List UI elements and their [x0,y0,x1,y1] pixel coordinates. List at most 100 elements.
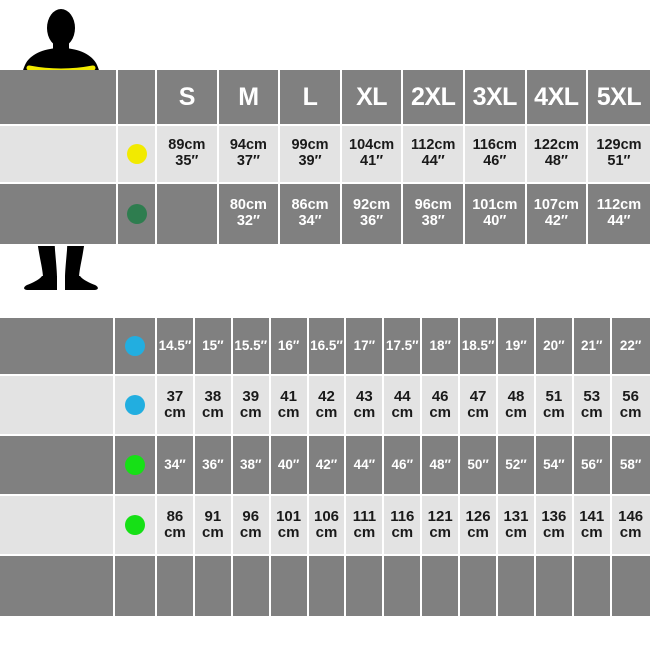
illustration-column-cell [0,126,118,184]
value-number: 111 [352,507,377,525]
value-unit: cm [239,524,262,541]
value-number: 44 [393,387,411,405]
illustration-column-cell [0,184,118,246]
chest-cm-cell-4: 101 cm [270,496,309,556]
chest-cm-marker [125,515,145,535]
value-unit: cm [391,524,414,541]
collar-cm-cell-6: 43 cm [346,376,385,436]
value-number: 39 [242,387,260,405]
waist-cell-s [157,184,219,246]
chest-inches-cell-8: 48″ [422,436,461,496]
blank-cell [194,556,233,618]
value-cm: 112cm [410,137,456,154]
value-inches: 38″ [239,456,262,472]
value-cm: 80cm [229,197,267,214]
chest-cm-cell-2: 91 cm [194,496,233,556]
chest-marker-dot [126,144,147,164]
illustration-column-cell [0,556,115,618]
value-unit: cm [315,524,338,541]
value-inches: 54″ [543,456,565,472]
size-header-5xl: 5XL [588,70,650,126]
chest-inches-cell-13: 58″ [611,436,650,496]
value-inches: 50″ [467,456,489,472]
value-unit: cm [277,524,300,541]
value-inches: 42″ [315,456,338,472]
value-unit: cm [391,404,414,421]
value-number: 38 [204,387,222,405]
value-in: 36″ [360,213,384,229]
collar-inches-cell-11: 20″ [535,318,574,376]
chest-inches-cell-3: 38″ [232,436,271,496]
waist-marker-dot [126,204,147,224]
collar-cm-cell-10: 48 cm [498,376,536,436]
waist-cell-xl: 92cm 36″ [341,184,404,246]
value-in: 42″ [544,213,568,229]
blank-cell [232,556,271,618]
value-unit: cm [505,404,527,421]
value-inches: 36″ [202,456,224,472]
waist-cell-2xl: 96cm 38″ [403,184,465,246]
value-inches: 18.5″ [461,337,495,353]
value-cm: 112cm [596,197,642,214]
value-cm: 96cm [414,197,452,214]
value-unit: cm [619,524,642,541]
value-number: 126 [465,507,491,525]
table-row: S M L XL 2XL 3XL 4XL 5XL [0,70,650,126]
table-row: 37 cm 38 cm 39 cm 41 cm 42 cm 43 cm 44 cm 46 cm 47 cm 48 cm… [0,376,650,436]
value-in: 38″ [421,213,445,229]
chest-cell-l: 99cm 39″ [280,126,342,184]
value-number: 106 [313,507,340,525]
value-inches: 16.5″ [310,337,343,353]
chest-cm-cell-11: 136 cm [535,496,574,556]
value-number: 47 [469,387,487,405]
value-in: 35″ [175,153,199,169]
value-in: 34″ [298,213,322,229]
value-cm: 94cm [229,137,267,154]
collar-inches-cell-10: 19″ [498,318,536,376]
illustration-column-cell [0,496,115,556]
size-header-3xl: 3XL [464,70,527,126]
collar-cm-cell-1: 37 cm [157,376,195,436]
value-in: 44″ [421,153,445,169]
size-header-m: M [218,70,281,126]
collar-inches-cell-5: 16.5″ [308,318,347,376]
value-inches: 15″ [202,337,224,353]
blank-cell [535,556,574,618]
value-unit: cm [164,524,186,541]
blank-cell [573,556,612,618]
value-in: 44″ [607,213,631,229]
waist-marker-cell [118,184,157,246]
chest-inch-marker [125,455,145,475]
blank-cell [422,556,461,618]
size-header-2xl: 2XL [403,70,465,126]
value-inches: 21″ [581,337,603,353]
marker-cell-blank [115,556,157,618]
collar-inches-cell-8: 18″ [422,318,461,376]
value-number: 131 [503,507,529,525]
value-inches: 22″ [619,337,642,353]
value-number: 51 [545,387,563,405]
chest-cm-cell-8: 121 cm [422,496,461,556]
collar-inches-cell-2: 15″ [194,318,233,376]
value-number: 48 [507,387,525,405]
chest-cell-4xl: 122cm 48″ [526,126,589,184]
value-number: 41 [280,387,297,405]
collar-cm-cell-11: 51 cm [535,376,574,436]
value-number: 141 [579,507,605,525]
value-inches: 34″ [164,456,186,472]
size-label: S [178,82,196,111]
illustration-column-cell [0,376,115,436]
chest-inches-cell-6: 44″ [346,436,385,496]
value-cm: 122cm [533,137,579,154]
chest-cm-cell-9: 126 cm [460,496,499,556]
value-unit: cm [277,404,300,421]
value-number: 53 [583,387,601,405]
collar-cm-cell-3: 39 cm [232,376,271,436]
value-unit: cm [239,404,262,421]
value-in: 40″ [483,213,507,229]
value-inches: 15.5″ [234,337,268,353]
value-cm: 116cm [472,137,517,154]
value-unit: cm [353,404,376,421]
collar-cm-cell-13: 56 cm [611,376,650,436]
chest-cm-cell-13: 146 cm [611,496,650,556]
